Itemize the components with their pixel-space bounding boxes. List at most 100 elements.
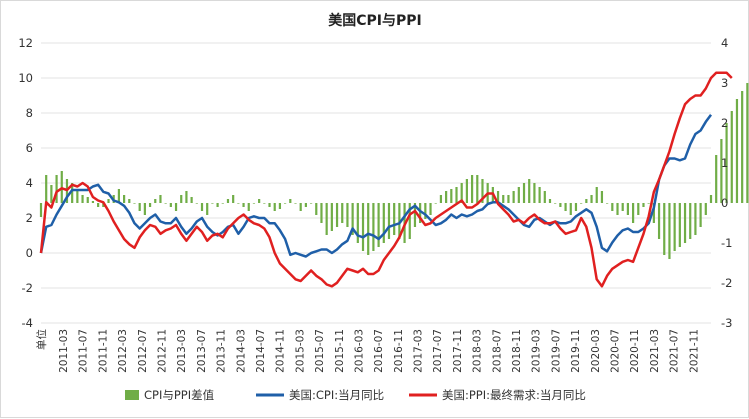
diff-bar: [169, 203, 172, 207]
diff-bar: [247, 203, 250, 211]
y-right-tick-label: 0: [721, 196, 728, 210]
legend: CPI与PPI差值 美国:CPI:当月同比 美国:PPI:最终需求:当月同比: [125, 388, 586, 402]
diff-bar: [190, 197, 193, 203]
diff-bar: [741, 91, 744, 203]
diff-bar: [221, 203, 224, 204]
diff-bar: [185, 191, 188, 203]
diff-bar: [206, 203, 209, 215]
diff-bar: [533, 183, 536, 203]
diff-bar: [351, 203, 354, 235]
diff-bar: [517, 187, 520, 203]
diff-bar: [408, 203, 411, 239]
right-axis-ticks: -3 -2 -1 0 1 2 3 4: [721, 36, 732, 330]
diff-bar: [678, 203, 681, 247]
diff-bar: [715, 155, 718, 203]
diff-bar: [616, 203, 619, 215]
diff-bar: [164, 203, 167, 204]
diff-bar: [689, 203, 692, 239]
diff-bar: [429, 203, 432, 215]
diff-bar: [559, 203, 562, 207]
diff-bar: [138, 203, 141, 211]
diff-bar: [372, 203, 375, 251]
diff-bar: [512, 191, 515, 203]
y-left-tick-label: 12: [18, 36, 33, 50]
diff-bar: [330, 203, 333, 231]
y-left-tick-label: 4: [26, 176, 33, 190]
diff-bar: [543, 191, 546, 203]
diff-bar: [335, 203, 339, 227]
x-tick-label: 2021-07: [669, 329, 681, 373]
diff-bar: [377, 203, 380, 247]
diff-bar: [148, 203, 152, 207]
diff-bar: [107, 199, 110, 203]
diff-bar: [642, 203, 645, 207]
diff-bar: [434, 203, 437, 204]
y-left-tick-label: 10: [18, 71, 33, 85]
x-tick-label: 2021-11: [688, 329, 700, 373]
diff-bar: [580, 203, 583, 204]
legend-label-diff: CPI与PPI差值: [144, 388, 215, 402]
diff-bar: [128, 199, 131, 203]
diff-bar: [668, 203, 671, 259]
diff-bar: [299, 203, 302, 211]
chart-title: 美国CPI与PPI: [328, 12, 421, 29]
y-right-tick-label: 3: [721, 76, 728, 90]
diff-bar: [746, 83, 749, 203]
legend-item-diff: CPI与PPI差值: [125, 388, 215, 402]
diff-bar: [268, 203, 271, 207]
x-tick-label: 2012-11: [156, 329, 168, 373]
diff-bar: [45, 175, 48, 203]
x-tick-label: 2013-11: [216, 329, 228, 373]
diff-bar: [315, 203, 318, 215]
y-left-tick-label: -4: [22, 316, 33, 330]
x-tick-label: 2016-11: [393, 329, 405, 373]
diff-bar: [232, 195, 235, 203]
x-axis-ticks: 2011-03 2011-07 2011-11 2012-03 2012-07 2012-…: [58, 329, 700, 373]
x-tick-label: 2012-07: [137, 329, 149, 373]
diff-bar: [709, 195, 713, 203]
cpi-line: [39, 114, 713, 258]
diff-bar: [647, 203, 650, 204]
x-tick-label: 2012-03: [117, 329, 129, 373]
diff-bar: [574, 203, 578, 211]
diff-bar: [522, 183, 526, 203]
series-lines: [39, 71, 733, 288]
diff-bar: [455, 187, 458, 203]
x-tick-label: 2014-11: [275, 329, 287, 373]
diff-bar: [226, 199, 230, 203]
diff-bar: [159, 195, 162, 203]
diff-bar: [174, 203, 178, 211]
diff-bar: [694, 203, 697, 235]
diff-bar: [538, 187, 541, 203]
diff-bar: [606, 203, 609, 204]
diff-bar: [730, 111, 733, 203]
x-tick-label: 2016-03: [353, 329, 365, 373]
y-left-tick-label: 0: [26, 246, 33, 260]
diff-bar: [81, 195, 84, 203]
diff-bar: [398, 203, 401, 239]
diff-bar: [304, 203, 307, 207]
diff-bar: [60, 171, 63, 203]
diff-bar: [663, 203, 666, 255]
x-tick-label: 2016-07: [373, 329, 385, 373]
diff-bar: [460, 183, 463, 203]
diff-bar: [76, 191, 79, 203]
x-tick-label: 2017-03: [413, 329, 425, 373]
diff-bar: [439, 195, 443, 203]
x-tick-label: 2015-07: [314, 329, 326, 373]
y-right-tick-label: -2: [721, 276, 732, 290]
diff-bar: [611, 203, 614, 211]
diff-bar: [704, 203, 707, 215]
diff-bar: [309, 203, 313, 204]
diff-bar: [361, 203, 365, 251]
diff-bar: [528, 179, 531, 203]
diff-bar: [237, 203, 240, 204]
diff-bar: [325, 203, 328, 235]
x-tick-label: 2019-07: [550, 329, 562, 373]
diff-bar: [278, 203, 282, 209]
diff-bar: [564, 203, 567, 211]
diff-bar: [735, 99, 739, 203]
x-tick-label: 2014-07: [255, 329, 267, 373]
diff-bar: [600, 191, 604, 203]
